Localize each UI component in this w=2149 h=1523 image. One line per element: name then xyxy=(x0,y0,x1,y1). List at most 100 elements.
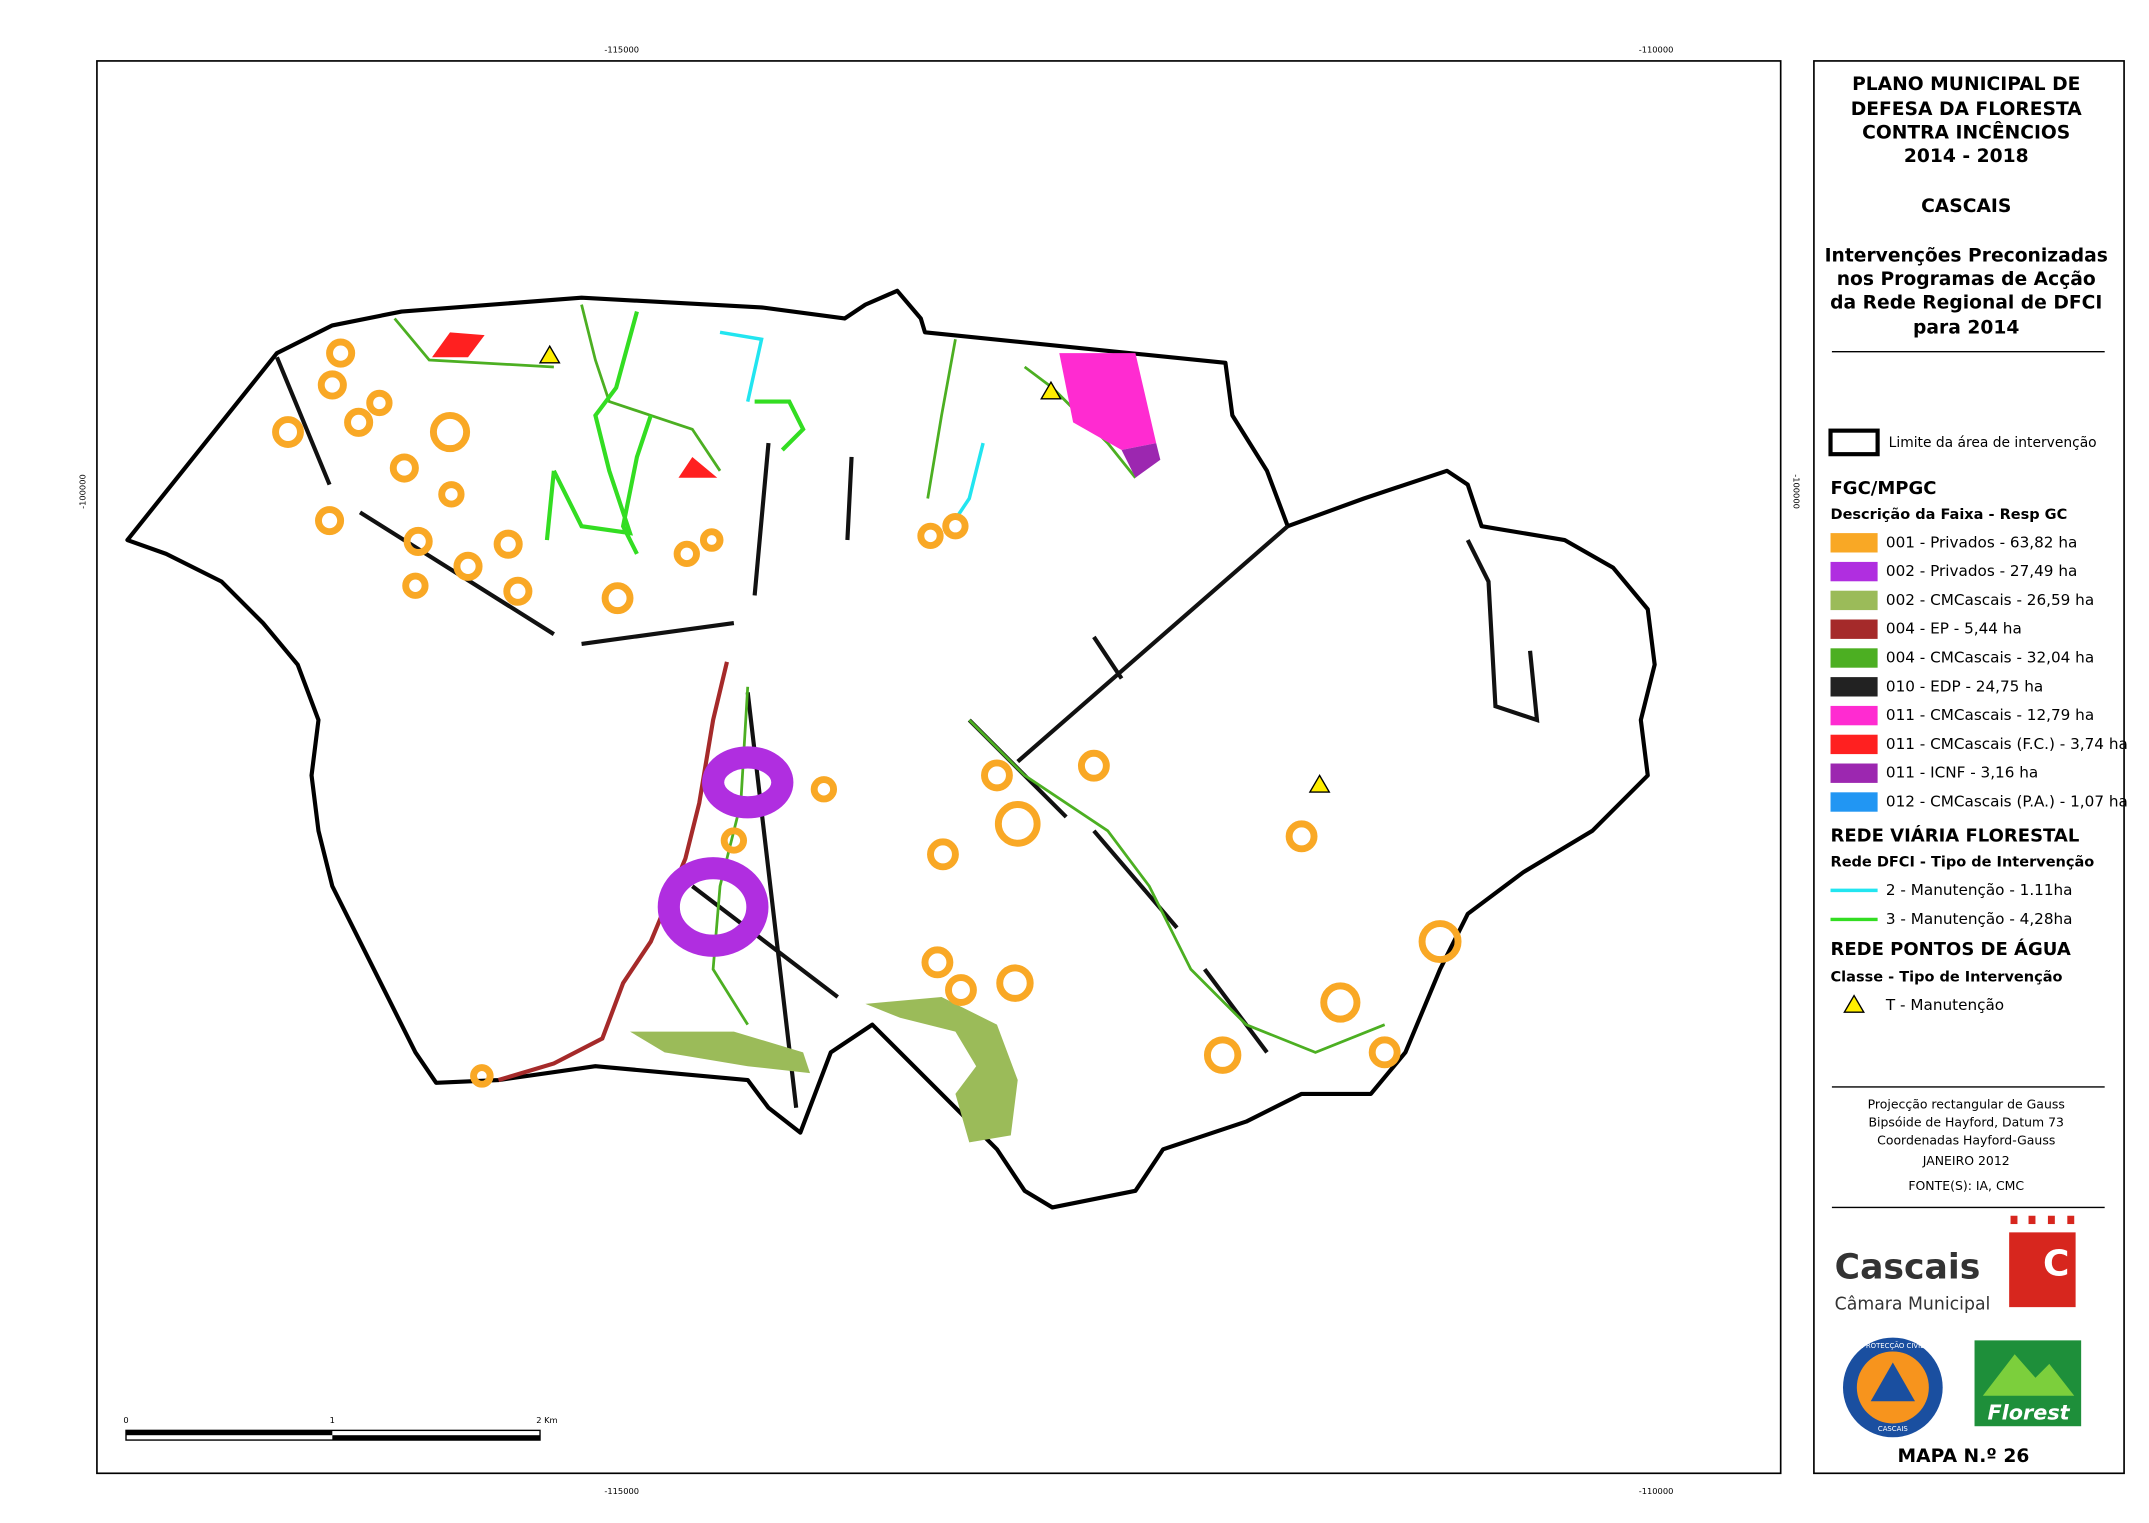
fgc-011-cm xyxy=(1059,353,1157,451)
legend-label: 011 - ICNF - 3,16 ha xyxy=(1886,764,2038,782)
legend-label: 010 - EDP - 24,75 ha xyxy=(1886,677,2043,695)
legend-heading: REDE PONTOS DE ÁGUA xyxy=(1831,938,2071,960)
ring xyxy=(402,572,429,599)
fgc-011-icnf xyxy=(1121,443,1161,478)
civil-protection-text: PROTECÇÃO CIVIL xyxy=(1862,1341,1924,1350)
projection-line: Projecção rectangular de Gauss xyxy=(1868,1096,2065,1111)
ring xyxy=(1285,820,1318,853)
civil-protection-city: CASCAIS xyxy=(1878,1425,1908,1433)
ring xyxy=(326,338,356,368)
legend-label: 3 - Manutenção - 4,28ha xyxy=(1886,910,2073,928)
legend-subheading: Descrição da Faixa - Resp GC xyxy=(1831,507,2068,523)
fgc-001-private xyxy=(272,338,1462,1088)
projection-line: Coordenadas Hayford-Gauss xyxy=(1877,1132,2055,1147)
camara-text: Câmara Municipal xyxy=(1835,1294,1991,1314)
subtitle-line: nos Programas de Acção xyxy=(1837,269,2096,290)
fgc-011-fc xyxy=(432,332,718,478)
municipality: CASCAIS xyxy=(1921,196,2011,217)
ring xyxy=(438,481,465,508)
ring xyxy=(1077,749,1110,782)
legend-label: T - Manutenção xyxy=(1885,996,2004,1014)
title-line: PLANO MUNICIPAL DE xyxy=(1852,74,2080,95)
cm-line xyxy=(393,304,1386,1054)
legend-heading: REDE VIÁRIA FLORESTAL xyxy=(1831,824,2080,846)
dot xyxy=(2010,1215,2018,1225)
intervention-boundary xyxy=(125,288,1657,1210)
ring xyxy=(503,576,533,606)
scale-bar-fill xyxy=(332,1435,541,1441)
legend-swatch xyxy=(1830,792,1878,812)
scale-label: 0 xyxy=(123,1415,128,1425)
legend-label: 001 - Privados - 63,82 ha xyxy=(1886,533,2077,551)
cascais-logo-text: Cascais xyxy=(1835,1247,1981,1287)
civil-protection-triangle xyxy=(1870,1362,1915,1402)
legend-swatch xyxy=(1830,705,1878,726)
subtitle-line: Intervenções Preconizadas xyxy=(1825,246,2108,267)
road-line xyxy=(544,311,653,555)
water-point xyxy=(1308,774,1331,793)
legend-swatch xyxy=(1830,677,1878,697)
legend-subheading: Rede DFCI - Tipo de Intervenção xyxy=(1831,855,2095,871)
legend-swatch xyxy=(1830,648,1878,668)
water-points xyxy=(538,344,1331,793)
ring xyxy=(942,513,969,540)
coord-label: -110000 xyxy=(1639,1486,1674,1496)
ring xyxy=(810,776,838,803)
legend-swatch xyxy=(1830,590,1878,611)
dot xyxy=(2028,1215,2036,1225)
coord-label: -100000 xyxy=(78,474,88,509)
legend-content: PLANO MUNICIPAL DE DEFESA DA FLORESTA CO… xyxy=(1825,74,2128,1467)
ring xyxy=(994,801,1041,847)
map-number: MAPA N.º 26 xyxy=(1898,1446,2030,1467)
dfci-maintenance xyxy=(544,311,806,555)
legend-swatch xyxy=(1830,619,1878,639)
cascais-logo xyxy=(2009,1232,2076,1308)
ring xyxy=(921,946,954,979)
legend-heading: FGC/MPGC xyxy=(1831,478,1937,499)
legend-swatch xyxy=(1830,734,1878,755)
coord-label: -115000 xyxy=(604,1486,639,1496)
ring xyxy=(315,506,345,536)
ring xyxy=(1203,1036,1242,1074)
boundary-swatch xyxy=(1828,428,1880,457)
ring xyxy=(366,389,393,417)
cascais-logo-letter: C xyxy=(2043,1244,2069,1285)
ring xyxy=(981,759,1013,792)
scale-bar-fill xyxy=(126,1430,333,1436)
ring xyxy=(673,540,700,568)
ring xyxy=(720,827,748,854)
title-line: CONTRA INCÊNCIOS xyxy=(1862,120,2070,143)
ring xyxy=(702,746,794,819)
area xyxy=(865,996,1018,1143)
ring xyxy=(470,1064,494,1088)
subtitle-line: da Rede Regional de DFCI xyxy=(1830,293,2102,314)
ring xyxy=(945,974,977,1006)
ring xyxy=(1418,920,1462,964)
ring xyxy=(1368,1036,1401,1069)
ring xyxy=(917,522,944,550)
road-line xyxy=(754,399,806,452)
area xyxy=(630,1031,811,1074)
dot xyxy=(2047,1215,2055,1225)
scale-label: 1 xyxy=(330,1415,335,1425)
legend-label: Limite da área de intervenção xyxy=(1889,435,2097,451)
ring xyxy=(996,964,1034,1002)
projection-line: Bipsóide de Hayford, Datum 73 xyxy=(1868,1114,2064,1129)
ring xyxy=(493,529,523,559)
ep-line xyxy=(497,661,729,1083)
ring xyxy=(429,411,471,453)
legend-label: 011 - CMCascais - 12,79 ha xyxy=(1886,706,2094,724)
legend-swatch xyxy=(1830,561,1878,582)
subtitle-line: para 2014 xyxy=(1913,318,2019,339)
ring xyxy=(699,528,724,552)
legend-label: 002 - CMCascais - 26,59 ha xyxy=(1886,591,2094,609)
fgc-002-cm xyxy=(630,996,1018,1143)
legend-label: 004 - EP - 5,44 ha xyxy=(1886,620,2022,638)
legend-label: 002 - Privados - 27,49 ha xyxy=(1886,562,2077,580)
ring xyxy=(1320,982,1361,1023)
ring xyxy=(453,551,483,581)
title-line: DEFESA DA FLORESTA xyxy=(1851,99,2083,120)
coord-label: -115000 xyxy=(604,44,639,54)
